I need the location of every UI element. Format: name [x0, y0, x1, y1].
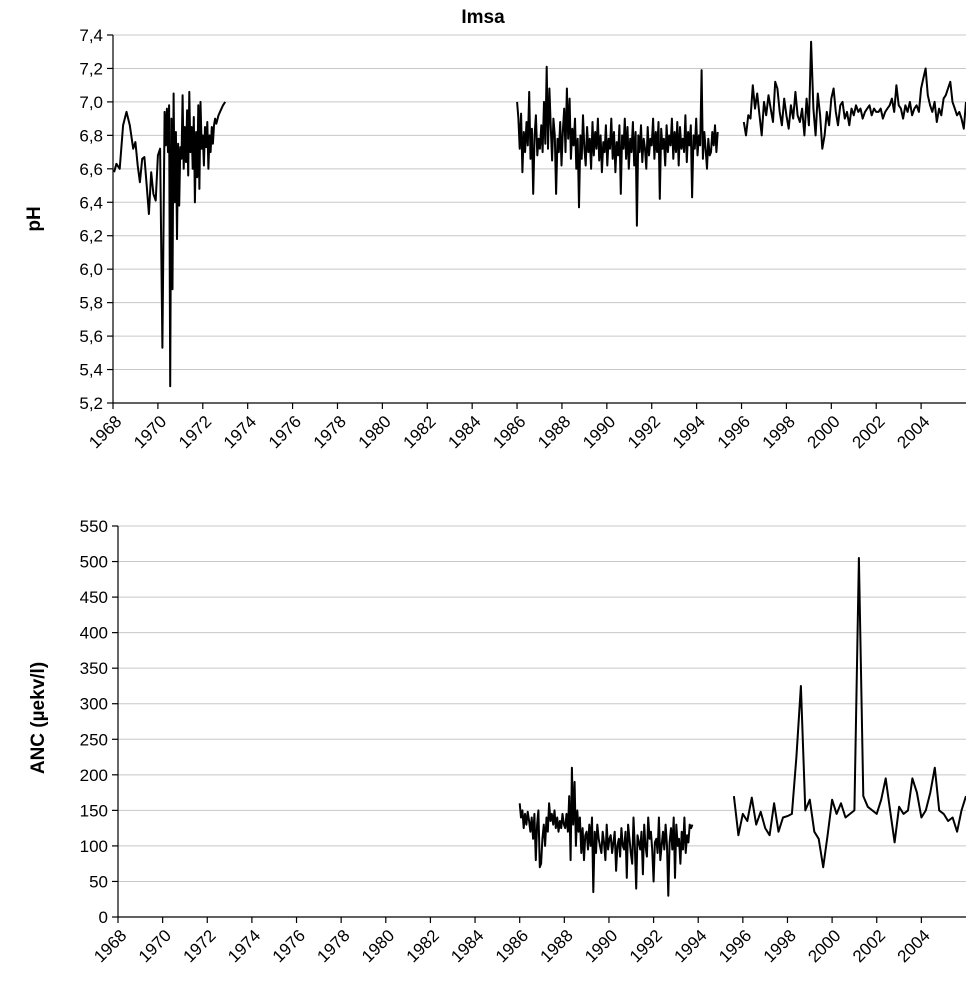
anc-y-tick-label: 100 — [80, 837, 108, 856]
ph-y-tick-label: 6,8 — [79, 126, 103, 145]
ph-x-tick-label: 2000 — [804, 412, 844, 452]
anc-y-tick-label: 200 — [80, 766, 108, 785]
ph-x-tick-label: 1984 — [444, 412, 484, 452]
anc-x-tick-label: 1976 — [269, 926, 309, 966]
anc-y-tick-label: 300 — [80, 695, 108, 714]
ph-x-tick-label: 1996 — [714, 412, 754, 452]
anc-x-tick-label: 1972 — [180, 926, 220, 966]
ph-chart-panel: 5,2 5,4 5,6 5,8 6,0 6,2 6,4 6,6 6,8 7,0 7,2 7,4 196… — [24, 26, 966, 452]
ph-x-tick-label: 1982 — [400, 412, 440, 452]
anc-x-tick-label: 1974 — [224, 926, 264, 966]
anc-y-tick-label: 150 — [80, 801, 108, 820]
anc-y-axis-title: ANC (µekv/l) — [28, 662, 49, 774]
ph-y-tick-label: 7,4 — [79, 26, 103, 45]
anc-y-tick-label: 450 — [80, 588, 108, 607]
ph-y-tick-label: 6,6 — [79, 160, 103, 179]
ph-x-tick-label: 1970 — [130, 412, 170, 452]
ph-x-tick-label: 1994 — [669, 412, 709, 452]
anc-x-tick-label: 2002 — [849, 926, 889, 966]
anc-x-tick-label: 1994 — [670, 926, 710, 966]
anc-x-tick-label: 1978 — [313, 926, 353, 966]
ph-y-tick-label: 6,2 — [79, 227, 103, 246]
anc-x-tick-label: 1998 — [760, 926, 800, 966]
ph-y-axis-title: pH — [24, 206, 45, 231]
ph-y-tick-label: 7,2 — [79, 59, 103, 78]
anc-x-tick-label: 1968 — [90, 926, 130, 966]
ph-x-tick-label: 1988 — [534, 412, 574, 452]
anc-y-axis-ticks: 0 50 100 150 200 250 300 350 400 450 500 550 — [80, 517, 118, 927]
anc-x-tick-label: 1984 — [447, 926, 487, 966]
anc-series-line-1 — [518, 766, 694, 897]
ph-x-tick-label: 1998 — [759, 412, 799, 452]
anc-x-tick-label: 1980 — [358, 926, 398, 966]
anc-x-tick-label: 1982 — [403, 926, 443, 966]
ph-y-tick-label: 6,0 — [79, 260, 103, 279]
anc-y-tick-label: 250 — [80, 730, 108, 749]
anc-x-tick-label: 1988 — [537, 926, 577, 966]
anc-series-line-2 — [732, 557, 966, 869]
ph-x-tick-label: 1974 — [220, 412, 260, 452]
ph-x-tick-label: 1990 — [579, 412, 619, 452]
anc-x-tick-label: 1992 — [626, 926, 666, 966]
ph-x-tick-label: 2002 — [848, 412, 888, 452]
ph-y-axis-ticks: 5,2 5,4 5,6 5,8 6,0 6,2 6,4 6,6 6,8 7,0 7,2 7,4 — [79, 26, 113, 413]
ph-x-tick-label: 2004 — [893, 412, 933, 452]
anc-y-tick-label: 50 — [89, 872, 108, 891]
ph-y-tick-label: 5,8 — [79, 294, 103, 313]
ph-y-tick-label: 7,0 — [79, 93, 103, 112]
anc-y-tick-label: 550 — [80, 517, 108, 536]
ph-x-tick-label: 1978 — [310, 412, 350, 452]
ph-y-tick-label: 5,2 — [79, 394, 103, 413]
ph-x-tick-label: 1968 — [85, 412, 125, 452]
anc-y-tick-label: 400 — [80, 624, 108, 643]
ph-x-tick-label: 1986 — [489, 412, 529, 452]
ph-y-tick-label: 5,6 — [79, 327, 103, 346]
anc-x-tick-label: 1970 — [135, 926, 175, 966]
ph-series-line-3 — [742, 40, 966, 150]
ph-x-tick-label: 1972 — [175, 412, 215, 452]
chart-title: Imsa — [461, 7, 505, 28]
ph-y-tick-label: 6,4 — [79, 193, 103, 212]
anc-series — [518, 557, 966, 897]
ph-x-tick-label: 1980 — [355, 412, 395, 452]
anc-x-tick-label: 1990 — [581, 926, 621, 966]
anc-x-tick-label: 2000 — [804, 926, 844, 966]
anc-y-tick-label: 500 — [80, 553, 108, 572]
anc-y-tick-label: 350 — [80, 659, 108, 678]
ph-series — [113, 40, 966, 388]
ph-gridlines — [113, 34, 966, 371]
anc-x-tick-label: 1996 — [715, 926, 755, 966]
anc-gridlines — [118, 525, 966, 882]
anc-x-tick-label: 2004 — [894, 926, 934, 966]
anc-x-axis-ticks: 1968 1970 1972 1974 1976 1978 1980 1982 1984 1986… — [90, 917, 934, 966]
ph-x-axis-ticks: 1968 1970 1972 1974 1976 1978 1980 1982 1984 1986… — [85, 403, 934, 452]
ph-y-tick-label: 5,4 — [79, 361, 103, 380]
ph-series-line-1 — [113, 90, 227, 388]
ph-x-tick-label: 1976 — [265, 412, 305, 452]
ph-x-tick-label: 1992 — [624, 412, 664, 452]
anc-y-tick-label: 0 — [99, 908, 108, 927]
ph-series-line-2 — [516, 65, 719, 227]
anc-x-tick-label: 1986 — [492, 926, 532, 966]
